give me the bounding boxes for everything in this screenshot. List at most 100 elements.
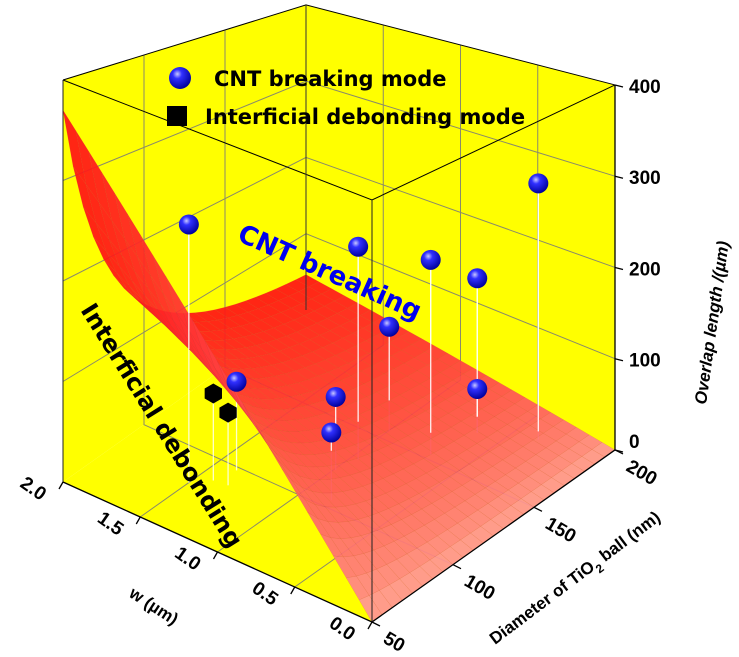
x-tick-label: 0.5 [248,578,282,611]
surface-patch [258,353,283,366]
surface-patch [234,300,259,313]
surface-patch [127,213,151,276]
surface-patch [144,295,169,327]
surface-patch [297,379,322,392]
left-wall [63,4,306,482]
surface-patch [300,442,325,455]
cnt-breaking-point [467,378,488,399]
cnt-breaking-point [467,268,488,289]
surface-patch [313,305,338,319]
surface-patch [170,324,194,354]
surface-patch [484,481,509,498]
surface-patch [340,537,365,557]
surface-patch [264,418,290,432]
y-axis-title-end: ball (nm) [592,508,664,569]
y-tick-label: 200 [623,456,661,490]
surface-patch [263,327,288,340]
surface-patch [343,388,368,402]
z-tick [614,266,624,271]
surface-patch [522,439,547,455]
z-tick-label: 200 [629,259,661,280]
surface-patch [376,564,401,586]
surface-patch [514,397,539,412]
surface-patch [103,258,127,289]
surface-patch [443,441,468,457]
cnt-breaking-point [226,371,247,392]
surface-patch [165,276,190,331]
legend: CNT breaking mode Interficial debonding … [167,67,525,129]
legend-sphere-icon [169,67,191,89]
cnt-breaking-point [348,236,369,257]
z-tick [614,84,624,88]
z-tick-label: 400 [629,77,661,98]
y-tick-label: 150 [542,513,580,547]
y-tick-label: 50 [380,628,409,657]
surface-patch [242,334,267,346]
surface-patch [88,151,112,221]
surface-patch [240,368,266,380]
surface-patch [555,433,580,450]
surface-patch [270,312,295,325]
cnt-breaking-point [420,249,441,270]
legend-label-debonding: Interficial debonding mode [205,105,525,129]
x-tick [58,481,64,490]
y-tick [533,506,543,512]
debonding-point [204,383,222,404]
surface-patch [429,372,454,387]
x-tick [367,621,373,630]
surface-patch [456,449,481,465]
z-tick [614,175,624,179]
surface-patch [229,325,255,338]
cnt-breaking-point [321,422,342,443]
surface-patch [421,503,446,520]
x-tick-label: 0.0 [325,613,359,645]
cnt-breaking-point [528,173,549,194]
y-tick [371,621,381,627]
boundary-surface [62,110,616,623]
surface-patch [154,312,179,339]
cnt-breaking-point [325,386,346,407]
x-tick-label: 2.0 [16,473,50,505]
x-tick-label: 1.0 [171,543,205,575]
surface-patch [507,482,532,499]
cnt-breaking-point [379,316,400,337]
cnt-breaking-point [178,214,199,235]
surface-patch [387,440,412,456]
x-tick [212,551,219,560]
z-tick-label: 300 [629,168,661,189]
surface-patch [111,220,135,272]
surface-patch [348,414,373,428]
surface-patch [243,378,268,390]
surface-patch [431,497,456,514]
surface-patch [255,425,280,462]
surface-patch [448,407,472,422]
x-axis-title: w (µm) [125,583,182,629]
z-tick [614,449,624,453]
surface-patch [409,383,434,398]
debonding-point [219,402,237,423]
surface-patch [552,419,577,435]
legend-label-cnt: CNT breaking mode [214,67,446,91]
surface-patch [282,408,307,421]
surface-patch [517,476,542,492]
data-markers [178,173,549,443]
surface-patch [466,443,491,459]
z-tick-label: 0 [629,432,640,453]
legend-square-icon [167,106,187,126]
surface-patch [535,447,560,463]
surface-patch [281,468,306,500]
surface-patch [545,440,570,456]
surface-patch [98,202,123,256]
z-tick [614,358,624,362]
surface-patch [565,426,590,443]
z-axis-title: Overlap length /(µm) [691,239,733,405]
surface-patch [191,318,215,368]
surface-patch [167,326,192,352]
surface-patch [349,471,374,487]
surface-patch [420,438,445,454]
surface-patch [416,541,441,561]
x-tick-label: 1.5 [93,508,127,541]
surface-patch [393,362,418,377]
surface-patch [204,309,229,321]
